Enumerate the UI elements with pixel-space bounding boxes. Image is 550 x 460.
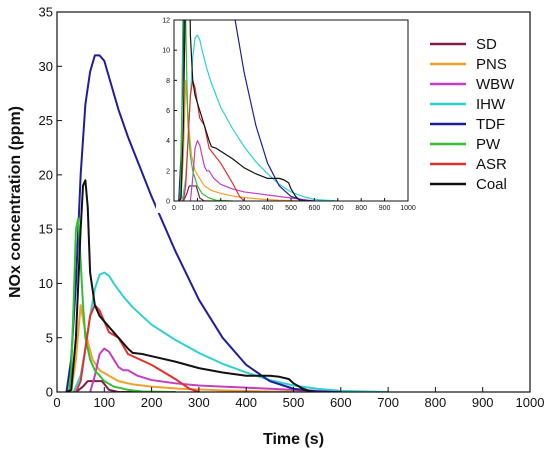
inset-y-tick-label: 2 xyxy=(166,168,170,175)
inset-x-tick-label: 300 xyxy=(238,205,250,212)
legend-label-coal: Coal xyxy=(476,176,507,193)
main-plot: 0 100 200 300 400 500 600 700 800 900 1000 0510152… xyxy=(7,5,544,448)
inset-series-lines xyxy=(178,20,339,201)
main-x-tick-label: 800 xyxy=(425,395,447,410)
inset-y-tick-label: 10 xyxy=(162,48,170,55)
inset-x-tick-label: 0 xyxy=(172,205,176,212)
inset-series-pw-line xyxy=(179,20,234,201)
main-x-tick-label: 1000 xyxy=(516,395,545,410)
main-series-asr-line xyxy=(74,304,200,392)
inset-y-ticks: 0 2 4 6 8 10 12 xyxy=(162,17,177,205)
main-y-tick-label: 5 xyxy=(46,330,53,345)
main-series-wbw-line xyxy=(89,347,342,392)
inset-x-tick-label: 800 xyxy=(355,205,367,212)
main-x-tick-label: 300 xyxy=(188,395,210,410)
main-x-tick-label: 100 xyxy=(93,395,115,410)
legend-label-sd: SD xyxy=(476,36,497,53)
legend-label-wbw: WBW xyxy=(476,76,515,93)
main-series-ihw-line xyxy=(72,271,390,392)
main-series-coal-line xyxy=(65,179,314,392)
legend-label-tdf: TDF xyxy=(476,116,505,133)
main-series-pw-line xyxy=(67,217,177,392)
inset-y-tick-label: 12 xyxy=(162,17,170,24)
main-x-tick-label: 500 xyxy=(283,395,305,410)
main-x-tick-label: 200 xyxy=(141,395,163,410)
inset-series-coal-line xyxy=(178,20,301,201)
inset-x-tick-label: 500 xyxy=(285,205,297,212)
main-y-tick-label: 35 xyxy=(39,5,53,20)
inset-x-tick-label: 900 xyxy=(379,205,391,212)
inset-x-ticks: 0 100 200 300 400 500 600 700 800 900 1000 xyxy=(172,198,416,212)
inset-background xyxy=(156,16,416,213)
y-axis-label: NOx concentration (ppm) xyxy=(7,106,24,298)
main-x-tick-label: 900 xyxy=(472,395,494,410)
inset-y-tick-label: 0 xyxy=(166,198,170,205)
main-y-tick-label: 15 xyxy=(39,222,53,237)
inset-plot: 0 100 200 300 400 500 600 700 800 900 1000 0 2 4 6 8 10… xyxy=(156,16,416,213)
main-x-tick-label: 600 xyxy=(330,395,352,410)
inset-x-tick-label: 400 xyxy=(262,205,274,212)
inset-series-asr-line xyxy=(182,79,245,201)
inset-x-tick-label: 100 xyxy=(192,205,204,212)
inset-series-pns-line xyxy=(180,79,304,201)
legend-label-pw: PW xyxy=(476,136,501,153)
inset-series-ihw-line xyxy=(181,34,339,201)
inset-series-sd-line xyxy=(182,185,222,201)
main-x-tick-label: 400 xyxy=(235,395,257,410)
legend-label-pns: PNS xyxy=(476,56,507,73)
inset-y-tick-label: 4 xyxy=(166,138,170,145)
main-y-ticks: 0 5 10 15 20 25 30 35 xyxy=(39,5,62,400)
legend: SD PNS WBW IHW TDF PW ASR Coal xyxy=(430,36,515,193)
inset-x-tick-label: 600 xyxy=(309,205,321,212)
main-series-lines xyxy=(65,54,390,392)
main-y-tick-label: 25 xyxy=(39,113,53,128)
main-y-tick-label: 0 xyxy=(46,385,53,400)
inset-y-tick-label: 8 xyxy=(166,78,170,85)
main-series-pns-line xyxy=(70,304,319,392)
main-series-sd-line xyxy=(74,380,153,392)
main-y-tick-label: 30 xyxy=(39,59,53,74)
inset-x-tick-label: 1000 xyxy=(400,205,416,212)
x-axis-label: Time (s) xyxy=(263,431,324,448)
inset-x-tick-label: 700 xyxy=(332,205,344,212)
main-x-ticks: 0 100 200 300 400 500 600 700 800 900 1000 xyxy=(53,387,544,410)
inset-y-tick-label: 6 xyxy=(166,108,170,115)
inset-x-tick-label: 200 xyxy=(215,205,227,212)
legend-label-asr: ASR xyxy=(476,156,507,173)
main-y-tick-label: 20 xyxy=(39,167,53,182)
main-x-tick-label: 700 xyxy=(377,395,399,410)
main-x-tick-label: 0 xyxy=(53,395,60,410)
main-y-tick-label: 10 xyxy=(39,276,53,291)
inset-series-wbw-line xyxy=(189,140,315,201)
legend-label-ihw: IHW xyxy=(476,96,506,113)
